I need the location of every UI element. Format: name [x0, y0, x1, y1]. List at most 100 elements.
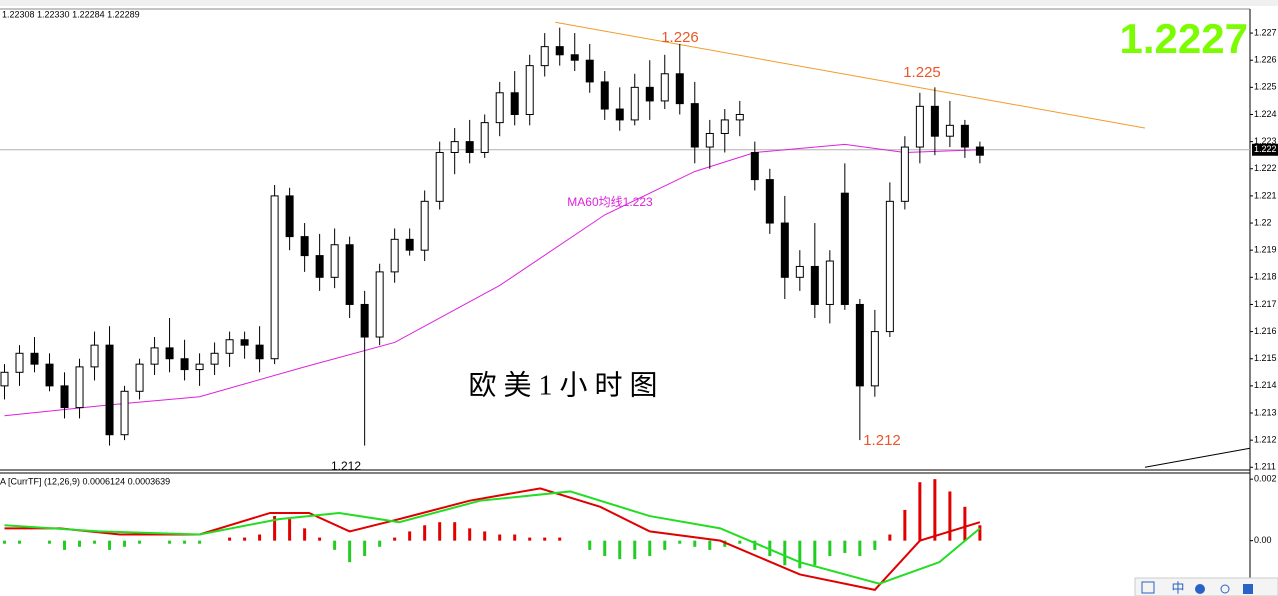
candle-body — [390, 238, 399, 273]
candle-body — [885, 200, 894, 333]
candle-body — [180, 358, 189, 371]
annotation: 1.212 — [863, 432, 901, 449]
header: 1.22308 1.22330 1.22284 1.22289 — [2, 9, 140, 19]
macd-bar — [423, 525, 427, 541]
macd-bar — [738, 540, 742, 544]
macd-bar — [528, 537, 532, 541]
candle-body — [135, 363, 144, 392]
macd-bar — [963, 506, 967, 541]
candle-body — [765, 179, 774, 224]
macd-bar — [483, 531, 487, 541]
toolbar-lang[interactable]: 中 — [1171, 580, 1184, 595]
candle-body — [915, 105, 924, 148]
annotation: 1.212 — [331, 459, 361, 473]
candle-body — [120, 390, 129, 436]
macd-bar — [378, 540, 382, 547]
macd-bar — [948, 491, 952, 541]
y-tick-label: 1.215 — [1254, 353, 1277, 363]
macd-bar — [603, 540, 607, 557]
y-tick-label: 1.227 — [1254, 27, 1277, 37]
toolbar-icon[interactable] — [1195, 584, 1205, 594]
candle-body — [825, 260, 834, 305]
macd-bar — [828, 540, 832, 557]
macd-bar — [228, 537, 232, 541]
macd-bar — [648, 540, 652, 557]
macd-bar — [93, 540, 97, 544]
toolbar-icon[interactable] — [1141, 581, 1155, 594]
ma60-line — [4, 143, 980, 417]
candle-body — [855, 303, 864, 387]
y-tick-label: 1.219 — [1254, 245, 1277, 255]
candle-body — [405, 238, 414, 251]
y-tick-label: 1.213 — [1254, 407, 1277, 417]
candle-body — [360, 303, 369, 338]
y-tick-label: 1.221 — [1254, 190, 1277, 200]
macd-bar — [48, 540, 52, 544]
macd-bar — [918, 482, 922, 541]
macd-bar — [348, 540, 352, 563]
y-tick-label: 1.225 — [1254, 82, 1277, 92]
annotation: 1.225 — [903, 64, 941, 81]
candle-body — [525, 65, 534, 115]
trendline — [1144, 447, 1251, 468]
y-tick-label: 1.212 — [1254, 435, 1277, 445]
candle-body — [960, 124, 969, 148]
y-tick-label: 1.22 — [1254, 217, 1272, 227]
toolbar — [1134, 577, 1278, 596]
macd-bar — [498, 534, 502, 541]
macd-bar — [513, 534, 517, 541]
candle-body — [735, 113, 744, 121]
candle-body — [300, 236, 309, 257]
toolbar-icon[interactable] — [1220, 584, 1230, 594]
macd-line — [4, 487, 981, 591]
y-tick-label: 1.217 — [1254, 299, 1277, 309]
top-strip — [0, 0, 1278, 6]
macd-bar — [168, 540, 172, 544]
macd-bar — [813, 540, 817, 566]
toolbar-icon[interactable] — [1243, 584, 1253, 594]
candle-body — [840, 192, 849, 305]
candle-body — [165, 347, 174, 360]
macd-bar — [138, 540, 142, 544]
y-tick-label: 1.224 — [1254, 109, 1277, 119]
candle-body — [495, 92, 504, 124]
candle-body — [660, 73, 669, 102]
y-tick-label: 1.211 — [1254, 462, 1276, 472]
macd-bar — [108, 540, 112, 550]
macd-bar — [753, 540, 757, 550]
candle-body — [675, 73, 684, 105]
macd-bar — [663, 540, 667, 550]
macd-bar — [318, 537, 322, 541]
macd-bar — [723, 540, 727, 547]
y-tick-label: 1.218 — [1254, 272, 1277, 282]
candle-body — [645, 86, 654, 102]
y-tick-label: 1.222 — [1254, 163, 1277, 173]
macd-bar — [858, 540, 862, 557]
candle-body — [975, 146, 984, 156]
trendline — [555, 21, 1146, 129]
macd-bar — [708, 540, 712, 550]
macd-bar — [78, 540, 82, 547]
macd-bar — [3, 540, 7, 544]
candle-body — [540, 46, 549, 67]
price-box-label: 1.222 — [1254, 144, 1277, 154]
macd-bar — [363, 540, 367, 557]
candle-body — [690, 103, 699, 148]
macd-bar — [558, 537, 562, 541]
macd-bar — [123, 540, 127, 547]
candle-body — [345, 244, 354, 305]
macd-bar — [783, 540, 787, 566]
y-tick-label: 1.223 — [1254, 136, 1277, 146]
candle-body — [465, 141, 474, 153]
candle-body — [255, 344, 264, 360]
candle-body — [195, 363, 204, 371]
candle-body — [225, 339, 234, 354]
macd-bar — [303, 528, 307, 541]
candle-body — [900, 146, 909, 202]
price-box — [1252, 143, 1278, 156]
macd-bar — [258, 534, 262, 541]
candle-body — [600, 81, 609, 110]
macd-bar — [18, 540, 22, 544]
